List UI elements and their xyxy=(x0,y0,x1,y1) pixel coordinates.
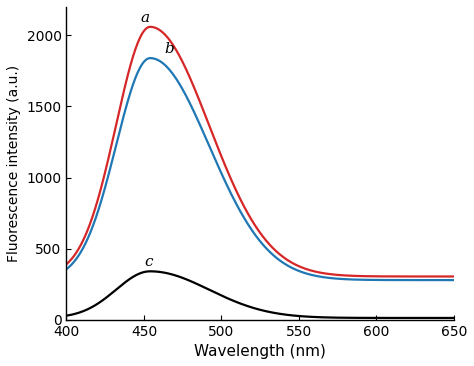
X-axis label: Wavelength (nm): Wavelength (nm) xyxy=(194,344,326,359)
Text: a: a xyxy=(141,11,150,25)
Text: b: b xyxy=(164,42,173,56)
Y-axis label: Fluorescence intensity (a.u.): Fluorescence intensity (a.u.) xyxy=(7,65,21,262)
Text: c: c xyxy=(145,255,153,269)
